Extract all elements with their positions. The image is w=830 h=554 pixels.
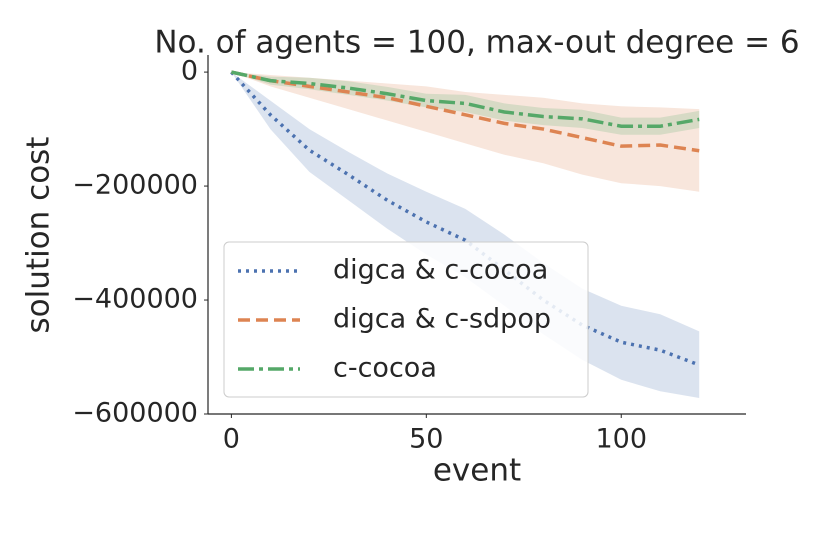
y-tick-label: −400000 [72, 284, 198, 315]
legend-label: c-cocoa [333, 353, 437, 384]
legend-box [223, 241, 589, 398]
x-axis-label: event [433, 453, 521, 489]
y-tick-label: −600000 [72, 398, 198, 429]
x-tick-label: 0 [223, 424, 240, 455]
y-axis-label: solution cost [21, 137, 57, 334]
series-line [231, 70, 700, 128]
y-tick-label: 0 [181, 56, 198, 87]
legend-label: digca & c-sdpop [333, 304, 551, 335]
legend: digca & c-cocoa digca & c-sdpop c-cocoa [223, 241, 589, 398]
legend-label: digca & c-cocoa [333, 255, 548, 286]
series-line [230, 70, 700, 367]
y-tick-label: −200000 [72, 170, 198, 201]
x-tick-label: 50 [409, 424, 443, 455]
x-tick-label: 100 [595, 424, 647, 455]
series-line [231, 70, 700, 153]
chart-title: No. of agents = 100, max-out degree = 6 [154, 25, 799, 61]
confidence-band [231, 72, 700, 192]
